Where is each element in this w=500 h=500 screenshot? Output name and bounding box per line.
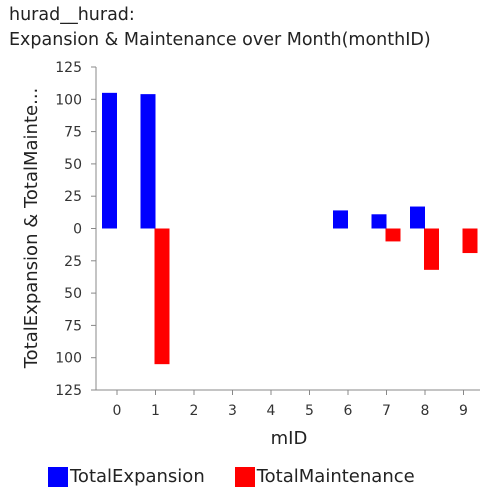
legend: TotalExpansion TotalMaintenance	[48, 466, 445, 487]
bar-totalmaintenance-7	[385, 228, 401, 242]
legend-item-expansion: TotalExpansion	[48, 466, 205, 487]
x-tick-label: 9	[459, 403, 468, 419]
y-tick-label: 75	[64, 318, 82, 334]
bar-totalmaintenance-9	[462, 228, 478, 254]
x-tick-label: 3	[228, 403, 237, 419]
bar-totalexpansion-7	[371, 214, 387, 229]
x-tick-label: 5	[305, 403, 314, 419]
x-tick-label: 2	[190, 403, 199, 419]
bar-totalexpansion-6	[333, 210, 348, 229]
bar-totalmaintenance-8	[424, 228, 439, 270]
bar-totalexpansion-1	[140, 94, 156, 229]
y-tick-label: 0	[73, 222, 82, 238]
x-tick-label: 1	[151, 403, 160, 419]
x-axis-title: mID	[271, 428, 308, 449]
chart-title-line-2: Expansion & Maintenance over Month(month…	[9, 30, 431, 50]
legend-swatch-expansion	[48, 466, 68, 487]
y-tick-label: 25	[64, 189, 82, 205]
y-tick-label: 125	[55, 383, 82, 399]
chart-title-line-1: hurad__hurad:	[9, 5, 135, 25]
bar-totalexpansion-0	[102, 92, 117, 229]
y-tick-label: 125	[55, 60, 82, 76]
y-tick-label: 25	[64, 254, 82, 270]
x-tick-label: 0	[113, 403, 122, 419]
y-tick-label: 75	[64, 125, 82, 141]
bar-totalmaintenance-1	[154, 228, 170, 365]
legend-label-expansion: TotalExpansion	[70, 466, 205, 487]
x-tick-label: 8	[421, 403, 430, 419]
legend-item-maintenance: TotalMaintenance	[234, 466, 415, 487]
y-tick-label: 100	[55, 92, 82, 108]
y-tick-label: 50	[64, 157, 82, 173]
y-tick-label: 50	[64, 286, 82, 302]
x-tick-label: 6	[344, 403, 353, 419]
bar-totalexpansion-8	[410, 206, 425, 229]
x-tick-label: 7	[382, 403, 391, 419]
legend-swatch-maintenance	[234, 466, 255, 487]
y-tick-label: 100	[55, 351, 82, 367]
x-tick-label: 4	[267, 403, 276, 419]
y-axis-title: TotalExpansion & TotalMainte...	[21, 88, 42, 370]
legend-label-maintenance: TotalMaintenance	[256, 466, 415, 487]
